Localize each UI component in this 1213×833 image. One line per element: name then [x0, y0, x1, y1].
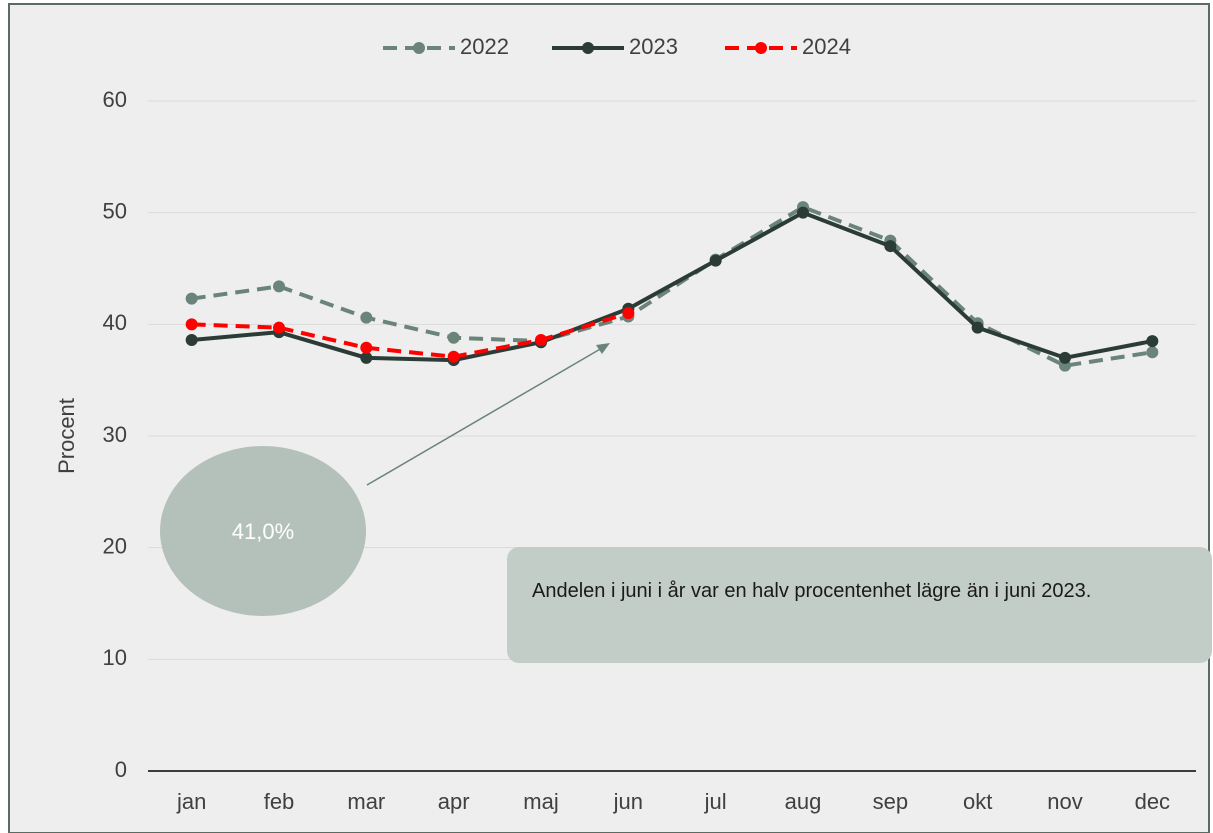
legend-label: 2024 [802, 34, 851, 59]
point [273, 321, 285, 334]
x-tick-label: apr [438, 789, 470, 814]
x-tick-label: dec [1135, 789, 1170, 814]
y-axis-label: Procent [54, 398, 79, 474]
x-tick-label: nov [1047, 789, 1082, 814]
point [360, 311, 373, 324]
y-tick-label: 0 [115, 757, 127, 782]
x-tick-label: maj [523, 789, 558, 814]
point [447, 350, 460, 363]
point [447, 331, 460, 344]
y-tick-label: 20 [103, 533, 127, 558]
callout-box [507, 547, 1212, 663]
value-bubble [160, 446, 366, 616]
point [709, 254, 722, 267]
y-tick-label: 40 [103, 310, 127, 335]
callout-text: Andelen i juni i år var en halv procente… [532, 580, 1092, 602]
x-tick-label: mar [347, 789, 385, 814]
point [273, 280, 285, 293]
annotation-arrow [366, 347, 603, 486]
point [797, 206, 809, 219]
point [971, 321, 984, 334]
point [360, 351, 373, 364]
point [1146, 335, 1159, 348]
y-tick-label: 50 [103, 198, 127, 223]
point [185, 292, 198, 305]
series-line [191, 311, 629, 359]
x-tick-label: sep [873, 789, 908, 814]
x-tick-label: jul [704, 789, 727, 814]
x-tick-label: jun [613, 789, 643, 814]
x-tick-label: feb [264, 789, 295, 814]
legend-label: 2023 [629, 34, 678, 59]
point [185, 318, 198, 331]
series-line [191, 210, 1153, 363]
point [360, 341, 373, 354]
y-tick-label: 10 [103, 645, 127, 670]
series-line [191, 204, 1153, 368]
point [622, 307, 635, 320]
legend-label: 2022 [460, 34, 509, 59]
legend-marker [755, 42, 767, 54]
bubble-label: 41,0% [232, 519, 294, 544]
legend-marker [413, 42, 425, 54]
x-tick-label: aug [785, 789, 822, 814]
legend-marker [582, 42, 594, 54]
x-tick-label: okt [963, 789, 992, 814]
chart-frame [8, 3, 1210, 833]
y-tick-label: 30 [103, 422, 127, 447]
callout: Andelen i juni i år var en halv procente… [532, 580, 1092, 602]
point [185, 333, 198, 346]
arrow-head [596, 343, 610, 354]
x-tick-label: jan [176, 789, 206, 814]
point [884, 240, 897, 253]
point [535, 333, 547, 346]
point [1146, 346, 1159, 359]
y-tick-label: 60 [103, 87, 127, 112]
point [1059, 351, 1071, 364]
